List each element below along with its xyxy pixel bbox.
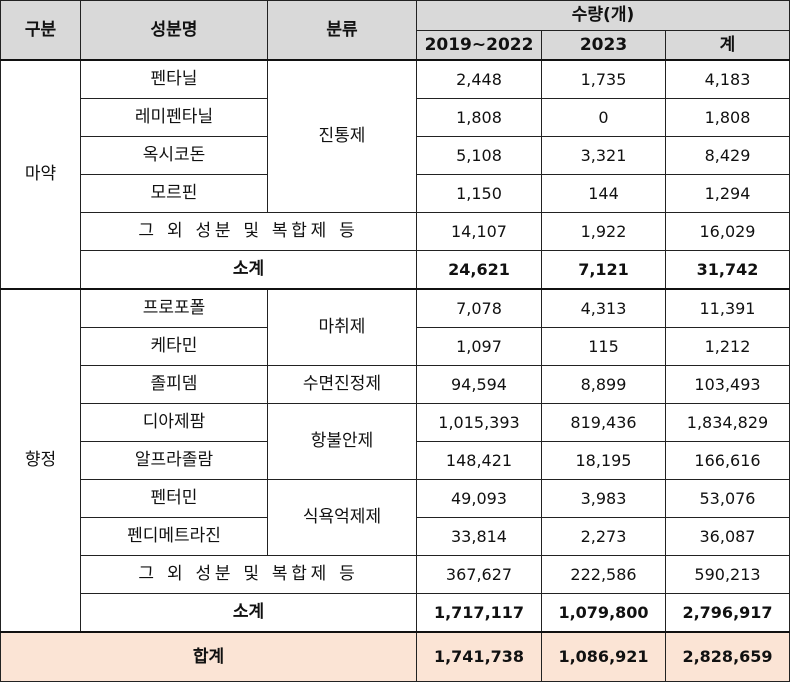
value-total: 36,087 xyxy=(665,517,790,556)
value-2019-2022: 7,078 xyxy=(416,288,542,328)
value-2019-2022: 1,808 xyxy=(416,98,542,137)
table-row: 펜터민 식욕억제제 49,093 3,983 53,076 xyxy=(1,479,790,556)
value-total: 590,213 xyxy=(665,555,790,594)
value-2019-2022: 94,594 xyxy=(416,365,542,404)
subtotal-label: 소계 xyxy=(80,593,417,633)
table-row: 펜디메트라진 33,814 2,273 36,087 xyxy=(1,517,790,556)
table-row: 마약 펜타닐 진통제 2,448 1,735 4,183 xyxy=(0,59,790,290)
value-total: 53,076 xyxy=(665,479,790,518)
ingredient-name: 졸피뎀 xyxy=(80,365,268,404)
subtotal-2023: 1,079,800 xyxy=(541,593,666,633)
header-total: 계 xyxy=(665,30,790,61)
classification-sedative: 수면진정제 xyxy=(267,365,417,404)
value-total: 166,616 xyxy=(665,441,790,480)
table-row: 알프라졸람 148,421 18,195 166,616 xyxy=(1,441,790,480)
value-total: 1,808 xyxy=(665,98,790,137)
value-2023: 819,436 xyxy=(541,403,666,442)
ingredient-name: 레미펜타닐 xyxy=(80,98,268,137)
value-2019-2022: 14,107 xyxy=(416,212,542,251)
ingredient-name: 모르핀 xyxy=(80,174,268,213)
subtotal-total: 31,742 xyxy=(665,250,790,290)
ingredient-name: 케타민 xyxy=(80,327,268,366)
value-2023: 1,922 xyxy=(541,212,666,251)
value-2019-2022: 1,150 xyxy=(416,174,542,213)
value-2019-2022: 367,627 xyxy=(416,555,542,594)
value-2019-2022: 1,015,393 xyxy=(416,403,542,442)
category-psychotropics: 향정 xyxy=(0,288,81,633)
value-2023: 0 xyxy=(541,98,666,137)
header-classification: 분류 xyxy=(267,0,417,61)
ingredient-name: 프로포폴 xyxy=(80,288,268,328)
subtotal-2019-2022: 24,621 xyxy=(416,250,542,290)
value-2023: 2,273 xyxy=(541,517,666,556)
ingredient-name: 펜디메트라진 xyxy=(80,517,268,556)
classification-anesthetic: 마취제 xyxy=(267,288,417,366)
value-total: 4,183 xyxy=(665,59,790,99)
grand-total-total: 2,828,659 xyxy=(665,631,790,682)
table-row-other: 그 외 성분 및 복합제 등 367,627 222,586 590,213 xyxy=(1,555,790,594)
classification-analgesic: 진통제 xyxy=(267,59,417,213)
value-2023: 222,586 xyxy=(541,555,666,594)
grand-total-2023: 1,086,921 xyxy=(541,631,666,682)
classification-appetite-suppressant: 식욕억제제 xyxy=(267,479,417,556)
ingredient-other: 그 외 성분 및 복합제 등 xyxy=(80,555,417,594)
header-2019-2022: 2019~2022 xyxy=(416,30,542,61)
category-narcotics: 마약 xyxy=(0,59,81,290)
subtotal-row-psychotropics: 소계 1,717,117 1,079,800 2,796,917 xyxy=(1,593,790,633)
value-2023: 144 xyxy=(541,174,666,213)
ingredient-name: 펜터민 xyxy=(80,479,268,518)
header-ingredient: 성분명 xyxy=(80,0,268,61)
value-2019-2022: 148,421 xyxy=(416,441,542,480)
header-category: 구분 xyxy=(0,0,81,61)
subtotal-row-narcotics: 소계 24,621 7,121 31,742 xyxy=(1,250,790,290)
ingredient-name: 알프라졸람 xyxy=(80,441,268,480)
table-row: 디아제팜 항불안제 1,015,393 819,436 1,834,829 xyxy=(1,403,790,480)
value-2023: 1,735 xyxy=(541,59,666,99)
value-2023: 4,313 xyxy=(541,288,666,328)
table-row: 향정 프로포폴 마취제 7,078 4,313 11,391 xyxy=(0,288,790,633)
table-row-other: 그 외 성분 및 복합제 등 14,107 1,922 16,029 xyxy=(1,212,790,251)
ingredient-name: 펜타닐 xyxy=(80,59,268,99)
table-row: 레미펜타닐 1,808 0 1,808 xyxy=(1,98,790,137)
value-2019-2022: 49,093 xyxy=(416,479,542,518)
value-total: 1,212 xyxy=(665,327,790,366)
value-2019-2022: 5,108 xyxy=(416,136,542,175)
value-2019-2022: 1,097 xyxy=(416,327,542,366)
ingredient-name: 디아제팜 xyxy=(80,403,268,442)
ingredient-name: 옥시코돈 xyxy=(80,136,268,175)
subtotal-label: 소계 xyxy=(80,250,417,290)
table-row: 케타민 1,097 115 1,212 xyxy=(1,327,790,366)
value-2023: 18,195 xyxy=(541,441,666,480)
value-total: 1,834,829 xyxy=(665,403,790,442)
subtotal-2019-2022: 1,717,117 xyxy=(416,593,542,633)
table-row: 졸피뎀 수면진정제 94,594 8,899 103,493 xyxy=(1,365,790,404)
header-row-2: 2019~2022 2023 계 xyxy=(1,30,790,61)
value-total: 8,429 xyxy=(665,136,790,175)
value-total: 1,294 xyxy=(665,174,790,213)
subtotal-2023: 7,121 xyxy=(541,250,666,290)
value-2023: 3,983 xyxy=(541,479,666,518)
value-2023: 3,321 xyxy=(541,136,666,175)
subtotal-total: 2,796,917 xyxy=(665,593,790,633)
value-2019-2022: 2,448 xyxy=(416,59,542,99)
value-2023: 8,899 xyxy=(541,365,666,404)
value-total: 11,391 xyxy=(665,288,790,328)
header-2023: 2023 xyxy=(541,30,666,61)
header-row-1: 구분 성분명 분류 수량(개) xyxy=(0,0,790,61)
header-quantity: 수량(개) xyxy=(416,0,790,31)
value-2019-2022: 33,814 xyxy=(416,517,542,556)
grand-total-label: 합계 xyxy=(0,631,417,682)
grand-total-row: 합계 1,741,738 1,086,921 2,828,659 xyxy=(0,631,790,682)
value-2023: 115 xyxy=(541,327,666,366)
classification-anxiolytic: 항불안제 xyxy=(267,403,417,480)
grand-total-2019-2022: 1,741,738 xyxy=(416,631,542,682)
ingredient-other: 그 외 성분 및 복합제 등 xyxy=(80,212,417,251)
value-total: 103,493 xyxy=(665,365,790,404)
value-total: 16,029 xyxy=(665,212,790,251)
